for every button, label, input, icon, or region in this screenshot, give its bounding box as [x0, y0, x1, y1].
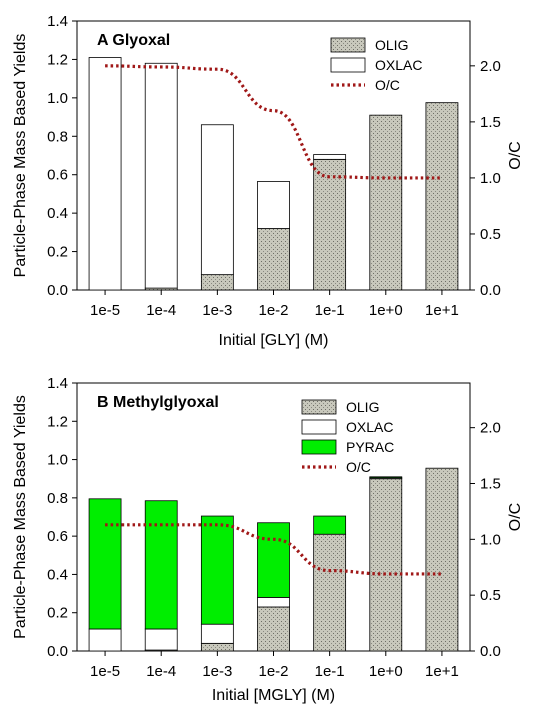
- bar-oxlac-1e-2: [257, 597, 290, 608]
- panel-title: A Glyoxal: [97, 32, 170, 49]
- x-tick-label: 1e-2: [258, 302, 288, 319]
- legend-swatch-pyrac: [301, 439, 337, 455]
- y2-axis-label: O/C: [507, 141, 524, 169]
- bar-oxlac-1e-1: [313, 154, 347, 160]
- y-tick-label: 0.4: [47, 205, 68, 222]
- line-oc: [105, 64, 442, 180]
- bar-oxlac-1e-4: [144, 628, 178, 651]
- legend-label-oc: O/C: [375, 77, 400, 93]
- y2-tick-label: 0.0: [480, 282, 501, 299]
- x-axis-label: Initial [GLY] (M): [219, 332, 329, 349]
- y-tick-label: 1.2: [47, 51, 68, 68]
- legend-swatch-olig: [301, 399, 337, 415]
- x-tick-label: 1e-3: [202, 302, 232, 319]
- y2-tick-label: 2.0: [480, 420, 501, 437]
- legend-swatch-olig: [330, 37, 366, 53]
- bar-pyrac-1e-2: [257, 522, 290, 598]
- y-tick-label: 0.8: [47, 490, 68, 507]
- y-tick-label: 0.0: [47, 282, 68, 299]
- y2-tick-label: 1.0: [480, 531, 501, 548]
- bar-olig-1e-1: [313, 158, 347, 291]
- legend-label-oxlac: OXLAC: [375, 57, 422, 73]
- bar-olig-1e+1: [425, 467, 459, 652]
- y2-tick-label: 1.0: [480, 170, 501, 187]
- bar-olig-1e+0: [369, 478, 403, 652]
- bar-pyrac-1e+0: [369, 476, 403, 479]
- x-tick-label: 1e+1: [425, 302, 459, 319]
- legend-swatch-oxlac: [330, 57, 366, 73]
- x-tick-label: 1e-2: [258, 663, 288, 680]
- y-tick-label: 0.8: [47, 128, 68, 145]
- x-tick-label: 1e-4: [146, 663, 176, 680]
- legend-label-olig: OLIG: [346, 399, 379, 415]
- bar-pyrac-1e-5: [88, 498, 122, 630]
- x-tick-label: 1e+0: [369, 663, 403, 680]
- y2-tick-label: 0.5: [480, 587, 501, 604]
- bar-oxlac-1e-5: [88, 628, 122, 652]
- line-oc: [105, 523, 442, 576]
- y2-tick-label: 0.0: [480, 643, 501, 660]
- bar-olig-1e+1: [425, 102, 459, 291]
- bar-pyrac-1e-3: [200, 515, 234, 625]
- bar-pyrac-1e-4: [144, 500, 178, 630]
- y-tick-label: 1.0: [47, 90, 68, 107]
- panel-b: 0.0 0.2 0.4 0.6 0.8 1.0 1.2 1.4 0.0 0.5 1.0 1.5 2.0 1…: [12, 375, 524, 704]
- legend-swatch-oxlac: [301, 419, 337, 435]
- bar-olig-1e-3: [200, 274, 234, 291]
- y-tick-label: 0.0: [47, 643, 68, 660]
- bar-olig-1e-1: [313, 533, 347, 652]
- y-tick-label: 0.6: [47, 528, 68, 545]
- panel-a: 0.0 0.2 0.4 0.6 0.8 1.0 1.2 1.4 0.0 0.5 1.0 1.5 2.0 1…: [12, 13, 524, 349]
- bar-oxlac-1e-3: [200, 124, 234, 276]
- x-tick-label: 1e-1: [315, 302, 345, 319]
- y-tick-label: 1.0: [47, 452, 68, 469]
- y2-tick-label: 1.5: [480, 114, 501, 131]
- bar-pyrac-1e-1: [313, 515, 347, 535]
- bar-olig-1e-2: [257, 228, 290, 291]
- legend-label-pyrac: PYRAC: [346, 439, 394, 455]
- y-tick-label: 0.2: [47, 244, 68, 261]
- panel-title: B Methylglyoxal: [97, 394, 219, 411]
- bar-oxlac-1e-2: [257, 181, 290, 229]
- y-tick-label: 0.2: [47, 605, 68, 622]
- x-tick-label: 1e-3: [202, 663, 232, 680]
- bar-olig-1e-3: [200, 642, 234, 652]
- y-tick-label: 0.6: [47, 167, 68, 184]
- legend-label-oc: O/C: [346, 459, 371, 475]
- y2-axis-label: O/C: [507, 503, 524, 531]
- y-axis-label: Particle-Phase Mass Based Yields: [12, 34, 29, 278]
- y-tick-label: 1.4: [47, 13, 68, 30]
- x-tick-label: 1e+1: [425, 663, 459, 680]
- x-tick-label: 1e-1: [315, 663, 345, 680]
- legend-label-olig: OLIG: [375, 37, 408, 53]
- x-axis-label: Initial [MGLY] (M): [212, 687, 335, 704]
- y2-tick-label: 2.0: [480, 58, 501, 75]
- legend-label-oxlac: OXLAC: [346, 419, 393, 435]
- y-tick-label: 0.4: [47, 566, 68, 583]
- bar-oxlac-1e-4: [144, 62, 178, 289]
- x-tick-label: 1e-5: [90, 302, 120, 319]
- y2-tick-label: 1.5: [480, 476, 501, 493]
- x-tick-label: 1e+0: [369, 302, 403, 319]
- y2-tick-label: 0.5: [480, 226, 501, 243]
- bar-olig-1e-2: [257, 606, 290, 652]
- x-tick-label: 1e-5: [90, 663, 120, 680]
- bar-oxlac-1e-5: [88, 57, 122, 291]
- y-tick-label: 1.2: [47, 413, 68, 430]
- x-tick-label: 1e-4: [146, 302, 176, 319]
- y-tick-label: 1.4: [47, 375, 68, 392]
- y-axis-label: Particle-Phase Mass Based Yields: [12, 395, 29, 639]
- bar-oxlac-1e-3: [200, 623, 234, 644]
- bar-olig-1e+0: [369, 114, 403, 291]
